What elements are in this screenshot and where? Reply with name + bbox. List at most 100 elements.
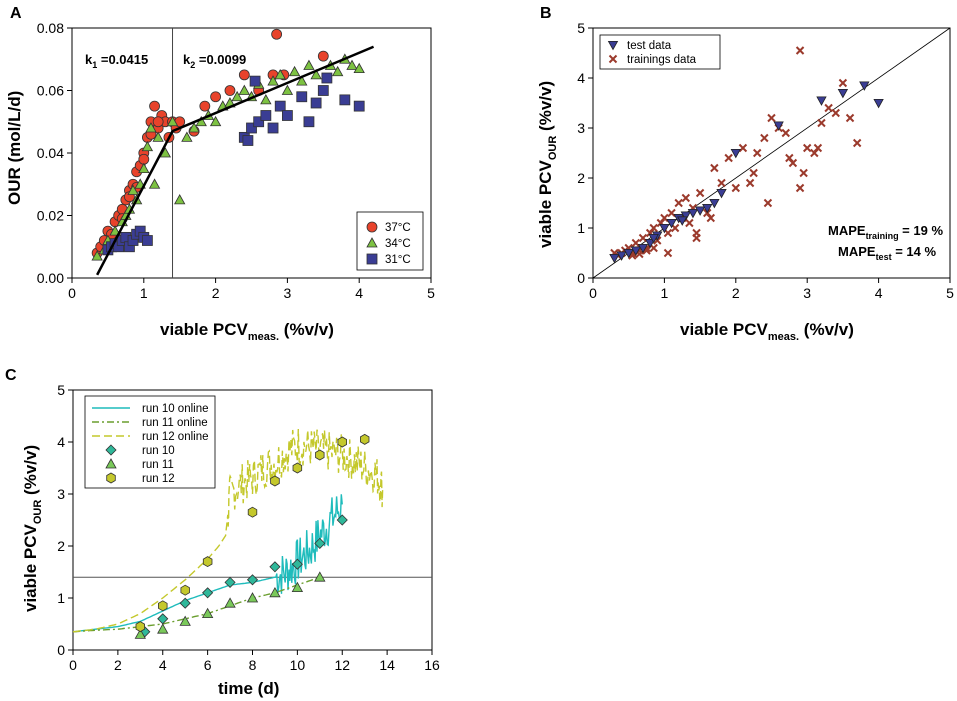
panel-a-point-square xyxy=(303,116,315,128)
panel-b-point-training xyxy=(852,138,862,148)
panel-b-point-training xyxy=(788,158,798,168)
panel-a-point-square xyxy=(310,97,322,109)
panel-b-point-test xyxy=(687,208,699,219)
panel-b-point-training xyxy=(831,108,840,118)
panel-b-point-training xyxy=(817,118,826,128)
panel-a-point-circle xyxy=(138,153,150,165)
panel-b-y-ticks: 0 1 2 3 4 5 xyxy=(577,20,593,286)
panel-b-point-training xyxy=(795,46,805,55)
panel-b-point-test xyxy=(609,253,620,264)
panel-b-point-test xyxy=(659,223,670,234)
panel-b-point-training xyxy=(767,113,776,123)
panel-b-x-tick-label: 2 xyxy=(732,285,740,301)
panel-a-legend-marker xyxy=(366,237,378,248)
panel-b-point-test xyxy=(666,218,677,229)
panel-a-k2-label: k2 =0.0099 xyxy=(183,52,246,70)
panel-a-legend-marks xyxy=(366,221,378,265)
panel-c-point-run-12 xyxy=(337,436,348,448)
panel-b-point-training xyxy=(638,233,648,243)
panel-b-y-tick-label: 5 xyxy=(577,20,585,36)
panel-b-x-tick-label: 5 xyxy=(946,285,954,301)
panel-b-point-test xyxy=(616,251,627,261)
panel-c-legend-run11-online: run 11 online xyxy=(142,417,208,429)
panel-b-x-ticks: 0 1 2 3 4 5 xyxy=(589,278,954,301)
panel-c-y-tick-label: 4 xyxy=(57,434,65,450)
panel-b-point-training xyxy=(813,143,823,153)
panel-c-point-run-10 xyxy=(314,537,326,549)
panel-a-y-tick-label: 0.02 xyxy=(37,208,64,224)
panel-c-line-run-11-online xyxy=(72,576,321,633)
panel-a-x-tick-label: 0 xyxy=(68,285,76,301)
panel-c-point-run-12 xyxy=(292,462,303,474)
panel-a-point-triangle xyxy=(159,147,172,158)
panel-b-point-training xyxy=(724,153,733,163)
panel-b-point-training xyxy=(795,183,805,193)
panel-b-point-training xyxy=(695,188,705,198)
panel-a-legend: 37°C 34°C 31°C xyxy=(356,211,424,271)
panel-b-legend-box xyxy=(599,34,721,70)
panel-a-y-label: OUR (mol/L/d) xyxy=(5,91,24,205)
panel-a-point-square xyxy=(281,110,293,121)
panel-b-point-training xyxy=(745,178,755,188)
panel-a-point-square xyxy=(242,135,254,146)
panel-b-point-training xyxy=(692,228,701,238)
panel-a-point-triangle xyxy=(109,225,121,236)
panel-b-point-test xyxy=(702,203,713,214)
panel-b-point-test xyxy=(816,96,827,106)
panel-b-point-test xyxy=(837,89,849,99)
panel-c-legend-run12: run 12 xyxy=(142,473,175,485)
panel-a-point-circle xyxy=(317,50,329,62)
panel-b-point-training xyxy=(663,248,673,258)
panel-b-point-training xyxy=(710,163,719,173)
panel-b-point-training xyxy=(781,128,790,138)
panel-b-point-training xyxy=(681,193,691,203)
panel-a-point-triangle xyxy=(346,59,358,70)
panel-b-point-test xyxy=(648,233,659,244)
panel-b-y-tick-label: 4 xyxy=(577,70,585,86)
panel-a-point-triangle xyxy=(231,90,243,102)
panel-c-y-tick-label: 0 xyxy=(57,642,65,658)
panel-b-point-training xyxy=(631,238,641,248)
panel-a-point-triangle xyxy=(188,122,200,133)
panel-b-point-training xyxy=(685,218,694,228)
panel-c-point-run-10 xyxy=(202,587,214,599)
panel-a-point-square xyxy=(317,85,329,96)
panel-b-point-test xyxy=(859,81,870,91)
panel-b-x-tick-label: 1 xyxy=(661,285,669,301)
panel-a-point-triangle xyxy=(145,122,157,133)
panel-a-point-square xyxy=(321,72,333,84)
panel-c-x-tick-label: 12 xyxy=(334,657,350,673)
panel-b-points xyxy=(609,46,884,264)
panel-b-point-test xyxy=(630,246,642,256)
panel-b-point-training xyxy=(802,143,812,153)
panel-a-point-triangle xyxy=(181,131,193,142)
panel-a-y-tick-label: 0.06 xyxy=(37,83,64,99)
panel-a-point-square xyxy=(267,122,279,134)
panel-b-x-tick-label: 4 xyxy=(875,285,883,301)
panel-c-point-run-10 xyxy=(224,576,236,588)
panel-a-point-triangle xyxy=(166,115,179,127)
panel-b-point-training xyxy=(810,148,819,158)
panel-b-y-tick-label: 3 xyxy=(577,120,585,136)
panel-a-point-circle xyxy=(210,91,222,103)
panel-c-y-tick-label: 2 xyxy=(57,538,65,554)
panel-a-legend-31: 31°C xyxy=(385,254,411,266)
panel-a-point-triangle xyxy=(127,184,139,195)
panel-a-point-triangle xyxy=(209,115,222,127)
panel-a-x-tick-label: 2 xyxy=(212,285,220,301)
panel-a-legend-34: 34°C xyxy=(385,238,411,250)
panel-b-point-training xyxy=(649,223,658,233)
panel-c-point-run-11 xyxy=(134,628,146,639)
panel-b-legend-test: test data xyxy=(627,40,672,52)
panel-a-point-square xyxy=(339,94,351,106)
panel-c-x-tick-label: 4 xyxy=(159,657,167,673)
panel-a-legend-marker xyxy=(366,221,378,233)
panel-b-mape-test: MAPEtest = 14 % xyxy=(838,244,936,262)
panel-b-point-test xyxy=(694,206,706,216)
panel-c-y-tick-label: 1 xyxy=(57,590,65,606)
panel-a-point-square xyxy=(141,235,153,246)
panel-b-point-training xyxy=(717,178,726,188)
panel-a-point-circle xyxy=(199,100,211,112)
panel-b-point-training xyxy=(667,208,676,218)
